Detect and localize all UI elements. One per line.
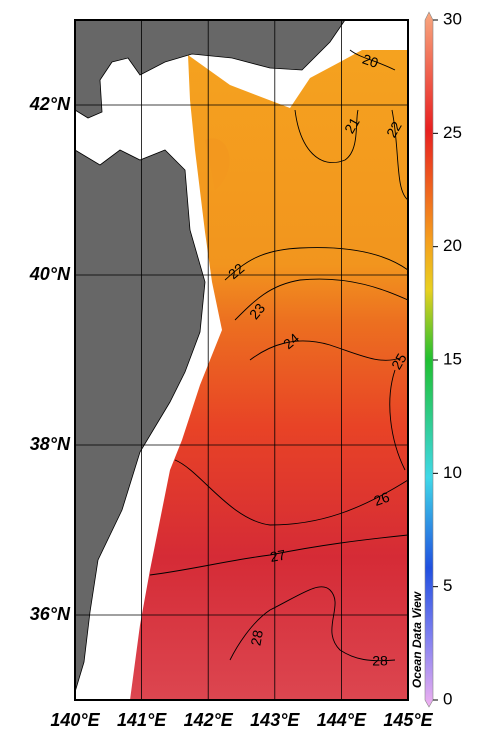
- colorbar: [424, 11, 434, 708]
- contour-label: 20: [360, 51, 380, 71]
- colorbar-tick-label: 5: [443, 576, 452, 595]
- colorbar-tick-label: 25: [443, 123, 462, 142]
- frame: [74, 19, 409, 701]
- colorbar-tick-label: 20: [443, 236, 462, 255]
- colorbar-tick-label: 10: [443, 463, 462, 482]
- contour-label: 22: [383, 118, 405, 140]
- sst-field: [130, 50, 408, 700]
- contour-label: 25: [388, 350, 410, 372]
- x-tick-label: 142°E: [184, 710, 234, 730]
- x-tick-label: 141°E: [117, 710, 167, 730]
- y-tick-label: 42°N: [29, 94, 71, 114]
- colorbar-tick-label: 15: [443, 349, 462, 368]
- y-tick-label: 40°N: [29, 264, 71, 284]
- x-tick-label: 140°E: [50, 710, 100, 730]
- x-tick-label: 144°E: [317, 710, 367, 730]
- contour-label: 28: [372, 653, 388, 669]
- watermark: Ocean Data View: [410, 591, 424, 688]
- colorbar-tick-label: 0: [443, 689, 452, 708]
- contour-label: 28: [247, 629, 265, 647]
- land: [74, 19, 346, 693]
- contour-label: 27: [269, 546, 287, 564]
- x-tick-label: 143°E: [250, 710, 300, 730]
- contour-label: 26: [372, 489, 392, 509]
- contours: [149, 49, 409, 662]
- x-tick-label: 145°E: [383, 710, 433, 730]
- y-tick-label: 36°N: [30, 604, 71, 624]
- colorbar-ticks: 0 5 10 15 20 25 30: [433, 9, 462, 708]
- contour-label: 21: [341, 114, 363, 136]
- y-tick-label: 38°N: [30, 434, 71, 454]
- colorbar-tick-label: 30: [443, 9, 462, 28]
